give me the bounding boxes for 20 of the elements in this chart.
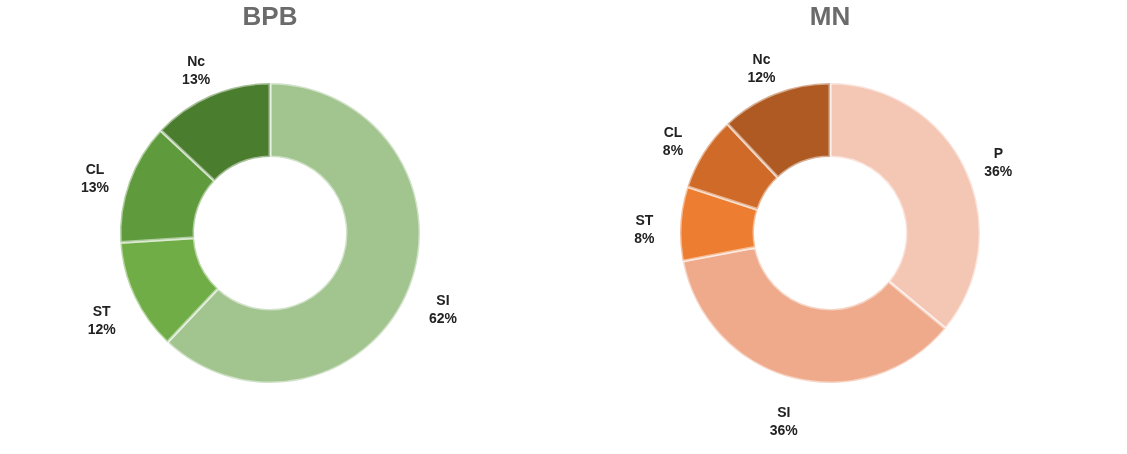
slice-label: Nc — [752, 51, 771, 68]
data-label: 13% — [182, 71, 211, 88]
data-label: 36% — [984, 162, 1013, 179]
chart-title: BPB — [242, 1, 298, 31]
data-label: 8% — [662, 142, 684, 159]
slice-label: CL — [663, 124, 683, 141]
slice-label: ST — [92, 303, 112, 320]
chart-title: MN — [809, 1, 851, 31]
data-label: 36% — [769, 422, 799, 439]
data-label: 12% — [87, 321, 117, 338]
data-label: 62% — [428, 310, 458, 327]
slice-label: P — [993, 144, 1003, 161]
slice-label: SI — [436, 292, 450, 309]
data-label: 13% — [80, 178, 110, 195]
slice-label: Nc — [187, 53, 206, 70]
slice-label: ST — [635, 212, 654, 229]
slice-label: SI — [777, 404, 791, 421]
data-label: 12% — [747, 69, 777, 86]
data-label: 8% — [634, 230, 656, 247]
slice-label: CL — [85, 160, 105, 177]
